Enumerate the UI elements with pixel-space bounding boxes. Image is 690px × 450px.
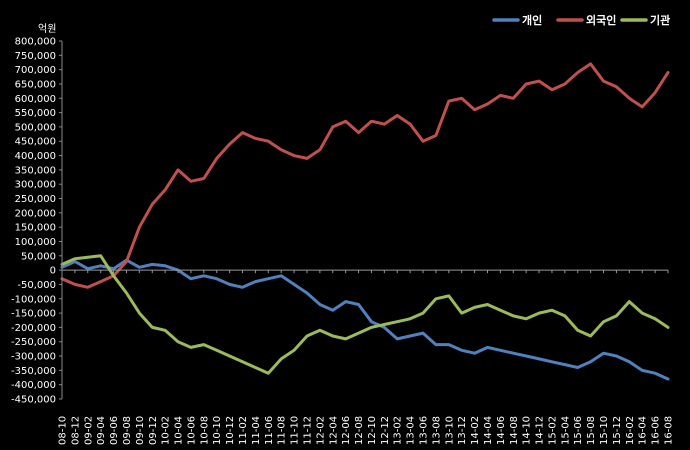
y-tick-label: 750,000 [15, 51, 56, 62]
y-tick-label: 600,000 [15, 94, 56, 105]
x-tick-label: 14-06 [496, 416, 507, 445]
x-tick-label: 14-08 [509, 416, 520, 445]
x-tick-label: 12-06 [341, 416, 352, 445]
x-tick-label: 12-10 [367, 416, 378, 445]
series-line [60, 258, 670, 381]
x-tick-label: 10-12 [225, 416, 236, 445]
x-tick-label: 13-04 [406, 416, 417, 445]
x-tick-label: 10-02 [161, 416, 172, 445]
x-tick-label: 12-04 [328, 416, 339, 445]
x-tick-label: 15-02 [547, 416, 558, 445]
x-tick-label: 14-10 [522, 416, 533, 445]
x-tick-label: 11-10 [290, 416, 301, 445]
legend-label: 기관 [650, 13, 670, 27]
y-tick-label: 500,000 [15, 122, 56, 133]
series-line [60, 62, 670, 289]
y-tick-label: 800,000 [15, 37, 56, 48]
x-tick-label: 14-02 [470, 416, 481, 445]
x-tick-label: 12-12 [380, 416, 391, 445]
x-tick-label: 12-02 [315, 416, 326, 445]
y-tick-label: 700,000 [15, 65, 56, 76]
x-tick-label: 14-12 [535, 416, 546, 445]
x-tick-label: 15-12 [612, 416, 623, 445]
x-tick-label: 08-10 [58, 416, 69, 445]
x-tick-label: 16-08 [664, 416, 675, 445]
y-tick-label: -250,000 [11, 337, 56, 348]
legend-label: 외국인 [586, 13, 616, 27]
x-tick-label: 13-10 [444, 416, 455, 445]
y-tick-label: 400,000 [15, 151, 56, 162]
x-axis-ticks: 08-10 08-12 09-02 09-04 09-06 09-08 09-10 09-12… [58, 270, 675, 445]
x-tick-label: 10-10 [212, 416, 223, 445]
y-tick-label: 550,000 [15, 108, 56, 119]
series-line [60, 254, 670, 375]
y-tick-label: 0 [50, 266, 56, 277]
x-tick-label: 13-12 [457, 416, 468, 445]
y-tick-label: 50,000 [21, 251, 56, 262]
legend-label: 개인 [522, 13, 542, 27]
x-tick-label: 15-04 [560, 416, 571, 445]
y-tick-label: -350,000 [11, 366, 56, 377]
x-tick-label: 11-12 [302, 416, 313, 445]
y-tick-label: 150,000 [15, 223, 56, 234]
y-tick-label: 300,000 [15, 180, 56, 191]
x-tick-label: 16-02 [625, 416, 636, 445]
x-tick-label: 09-12 [148, 416, 159, 445]
y-tick-label: 650,000 [15, 79, 56, 90]
y-tick-label: -450,000 [11, 395, 56, 406]
x-tick-label: 09-04 [96, 416, 107, 445]
y-axis-ticks: -450,000 -400,000 -350,000 -300,000 -250,000… [11, 37, 62, 406]
x-tick-label: 13-02 [393, 416, 404, 445]
chart-subtitle: 2008년10월 1일~2016년9월2일 [228, 11, 433, 27]
x-tick-label: 15-08 [586, 416, 597, 445]
x-tick-label: 15-10 [599, 416, 610, 445]
x-tick-label: 11-04 [251, 416, 262, 445]
y-tick-label: 200,000 [15, 208, 56, 219]
y-unit-label: 억원 [38, 23, 56, 35]
y-tick-label: 350,000 [15, 165, 56, 176]
y-tick-label: -100,000 [11, 294, 56, 305]
x-tick-label: 16-04 [638, 416, 649, 445]
x-tick-label: 13-06 [419, 416, 430, 445]
y-tick-label: 250,000 [15, 194, 56, 205]
x-tick-label: 13-08 [431, 416, 442, 445]
x-tick-label: 10-06 [186, 416, 197, 445]
x-tick-label: 12-08 [354, 416, 365, 445]
x-tick-label: 09-10 [135, 416, 146, 445]
x-tick-label: 15-06 [573, 416, 584, 445]
x-tick-label: 10-08 [199, 416, 210, 445]
x-tick-label: 09-06 [109, 416, 120, 445]
x-tick-label: 10-04 [174, 416, 185, 445]
x-tick-label: 11-08 [277, 416, 288, 445]
y-tick-label: -400,000 [11, 380, 56, 391]
y-tick-label: -200,000 [11, 323, 56, 334]
x-tick-label: 16-06 [651, 416, 662, 445]
y-tick-label: -50,000 [17, 280, 56, 291]
x-tick-label: 09-08 [122, 416, 133, 445]
x-tick-label: 11-02 [238, 416, 249, 445]
y-tick-label: -300,000 [11, 352, 56, 363]
y-tick-label: 100,000 [15, 237, 56, 248]
x-tick-label: 14-04 [483, 416, 494, 445]
chart-title: 거래소 누적순매수 [76, 8, 200, 27]
y-tick-label: -150,000 [11, 309, 56, 320]
x-tick-label: 09-02 [83, 416, 94, 445]
x-tick-label: 11-06 [264, 416, 275, 445]
x-tick-label: 08-12 [70, 416, 81, 445]
series-lines [60, 62, 670, 381]
legend: 개인 외국인 기관 [492, 13, 670, 27]
y-tick-label: 450,000 [15, 137, 56, 148]
